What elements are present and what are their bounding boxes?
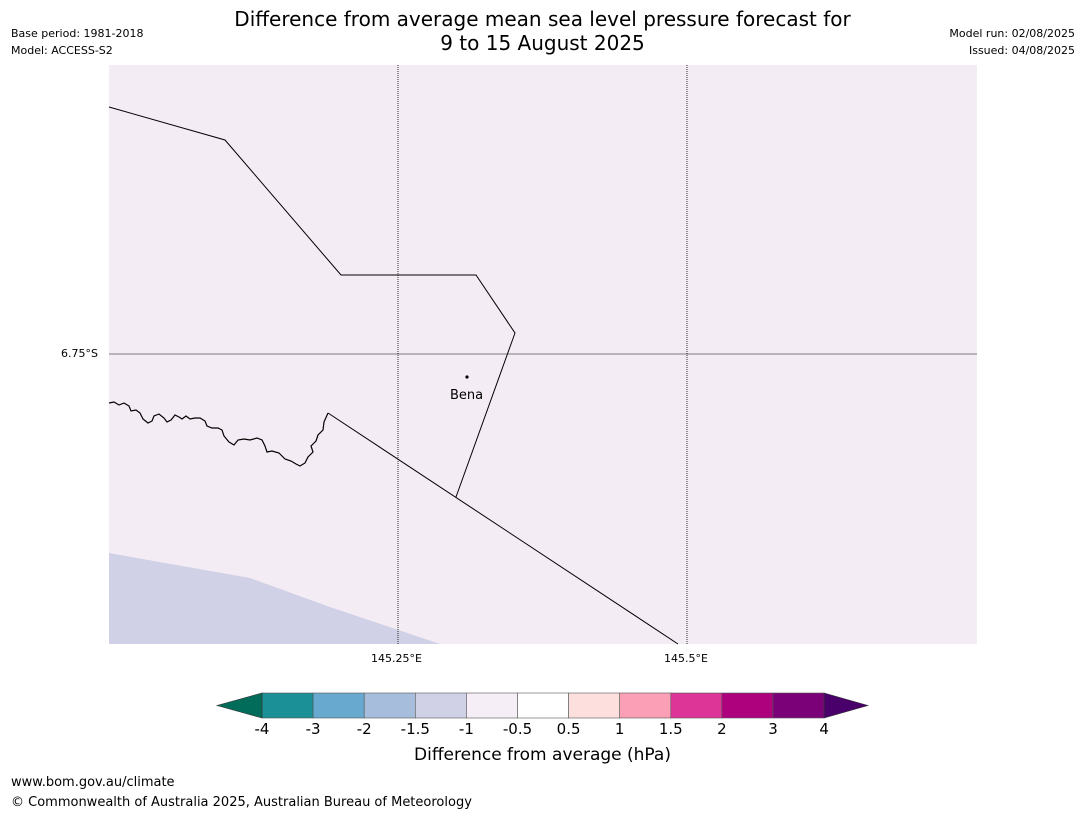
colorbar-tick-label: -0.5 xyxy=(502,720,533,738)
latitude-label: 6.75°S xyxy=(61,347,98,360)
colorbar-tick-label: -2 xyxy=(356,720,372,738)
colorbar-segment xyxy=(414,692,467,719)
colorbar-tick-label: 3 xyxy=(768,720,778,738)
province-boundary xyxy=(327,412,679,645)
colorbar-segment xyxy=(517,692,569,719)
colorbar-segment xyxy=(363,692,416,719)
map-title-line1: Difference from average mean sea level p… xyxy=(234,7,851,31)
map-title-line2: 9 to 15 August 2025 xyxy=(440,31,645,55)
longitude-label-2: 145.5°E xyxy=(664,652,708,665)
footer-url: www.bom.gov.au/climate xyxy=(11,775,175,790)
colorbar-segment xyxy=(312,692,365,719)
colorbar-tick-label: 1 xyxy=(614,720,625,738)
colorbar-segment xyxy=(568,692,620,719)
coastline xyxy=(108,401,329,467)
place-label-bena: Bena xyxy=(450,388,484,403)
colorbar-segment xyxy=(721,692,774,719)
province-boundary xyxy=(108,106,516,498)
colorbar-extend-low xyxy=(215,692,263,719)
colorbar-tick-label: -1 xyxy=(458,720,474,738)
colorbar-tick-label: 4 xyxy=(819,720,829,738)
model-text: Model: ACCESS-S2 xyxy=(11,44,113,57)
colorbar-segment xyxy=(619,692,672,719)
colorbar xyxy=(215,692,870,719)
colorbar-tick-label: -1.5 xyxy=(400,720,430,738)
map-background xyxy=(109,65,977,644)
colorbar-segment xyxy=(670,692,723,719)
model-run-text: Model run: 02/08/2025 xyxy=(949,27,1075,40)
colorbar-label: Difference from average (hPa) xyxy=(414,745,671,765)
town-marker xyxy=(465,375,469,379)
colorbar-extend-high xyxy=(823,692,870,719)
pressure-anomaly-region xyxy=(109,553,440,644)
footer-copyright: © Commonwealth of Australia 2025, Austra… xyxy=(11,795,472,810)
colorbar-segment xyxy=(261,692,314,719)
colorbar-tick-label: 2 xyxy=(717,720,727,738)
colorbar-segment xyxy=(466,692,518,719)
base-period-text: Base period: 1981-2018 xyxy=(11,27,144,40)
colorbar-tick-label: 0.5 xyxy=(556,720,581,738)
colorbar-tick-label: -3 xyxy=(305,720,321,738)
colorbar-tick-label: -4 xyxy=(254,720,270,738)
colorbar-segment xyxy=(772,692,825,719)
colorbar-tick-label: 1.5 xyxy=(658,720,683,738)
longitude-label-1: 145.25°E xyxy=(371,652,422,665)
issued-text: Issued: 04/08/2025 xyxy=(968,44,1075,57)
